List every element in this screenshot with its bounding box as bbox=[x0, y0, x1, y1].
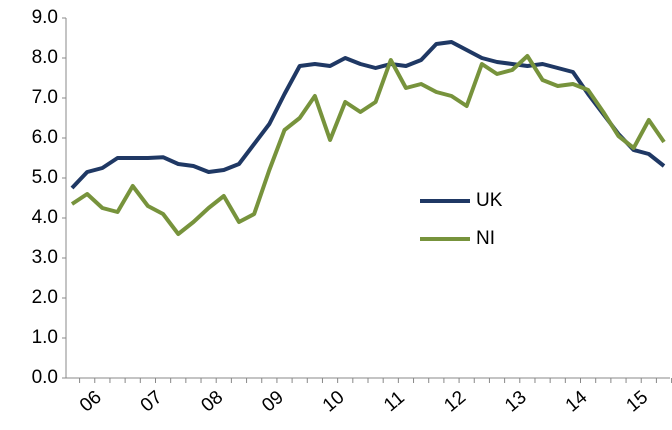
x-tick-label: 08 bbox=[197, 387, 227, 417]
series-line bbox=[70, 40, 666, 190]
y-tick-label: 3.0 bbox=[32, 247, 58, 268]
y-tick-label: 6.0 bbox=[32, 127, 58, 148]
y-tick-label: 5.0 bbox=[32, 167, 58, 188]
x-tick-label: 07 bbox=[137, 387, 167, 417]
y-tick-label: 4.0 bbox=[32, 207, 58, 228]
y-tick-label: 2.0 bbox=[32, 287, 58, 308]
legend-label: NI bbox=[476, 228, 495, 249]
x-tick-label: 13 bbox=[501, 387, 531, 417]
y-tick-label: 8.0 bbox=[32, 47, 58, 68]
y-tick-label: 9.0 bbox=[32, 7, 58, 28]
x-tick-label: 11 bbox=[380, 387, 409, 416]
x-tick-label: 14 bbox=[562, 387, 592, 417]
series-line bbox=[70, 54, 666, 236]
x-tick-label: 09 bbox=[258, 387, 288, 417]
y-tick-label: 1.0 bbox=[32, 327, 58, 348]
x-tick-label: 12 bbox=[440, 387, 470, 417]
x-tick-label: 06 bbox=[76, 387, 106, 417]
legend-label: UK bbox=[476, 190, 503, 211]
x-tick-label: 10 bbox=[319, 387, 349, 417]
y-tick-label: 7.0 bbox=[32, 87, 58, 108]
x-tick-label: 15 bbox=[622, 387, 652, 417]
y-tick-label: 0.0 bbox=[32, 367, 58, 388]
